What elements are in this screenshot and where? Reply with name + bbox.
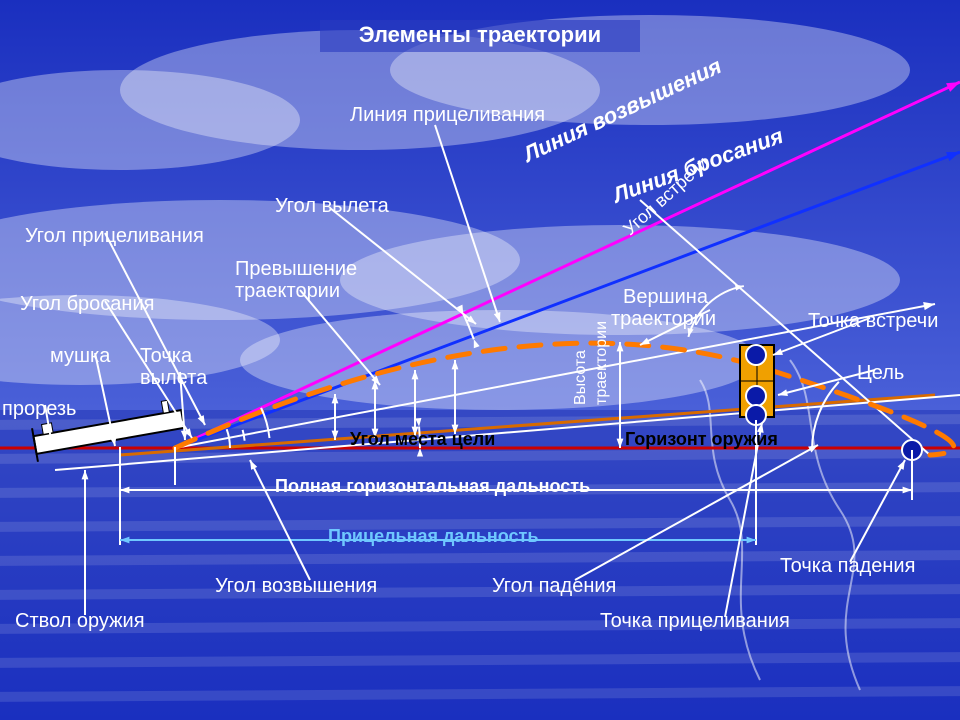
lbl-traj-top2: траектории bbox=[611, 308, 716, 330]
title: Элементы траектории bbox=[359, 22, 601, 47]
sea-streak bbox=[0, 589, 960, 595]
lbl-angle-throw: Угол бросания bbox=[20, 293, 154, 315]
lbl-traj-height2: траектории bbox=[593, 321, 611, 405]
lbl-target: Цель bbox=[857, 362, 904, 384]
lbl-traj-height: Высота bbox=[572, 350, 590, 405]
lbl-horizon: Горизонт оружия bbox=[625, 430, 778, 450]
lbl-angle-sight: Угол прицеливания bbox=[25, 225, 204, 247]
diagram-stage: Элементы траектории Линия прицеливанияЛи… bbox=[0, 0, 960, 720]
sea-streak bbox=[0, 657, 960, 663]
lbl-angle-elev: Угол возвышения bbox=[215, 575, 377, 597]
lbl-sight-line: Линия прицеливания bbox=[350, 104, 545, 126]
lbl-dep-point2: вылета bbox=[140, 367, 207, 389]
sea-streak bbox=[0, 691, 960, 697]
point-target_c bbox=[746, 386, 766, 406]
lbl-traj-excess: Превышение bbox=[235, 258, 357, 280]
lbl-full-range: Полная горизонтальная дальность bbox=[275, 477, 590, 497]
lbl-traj-excess2: траектории bbox=[235, 280, 340, 302]
lbl-front-sight: мушка bbox=[50, 345, 110, 367]
lbl-angle-depart: Угол вылета bbox=[275, 195, 389, 217]
point-meeting bbox=[746, 345, 766, 365]
lbl-fall-pt: Точка падения bbox=[780, 555, 915, 577]
lbl-aim-pt: Точка прицеливания bbox=[600, 610, 790, 632]
lbl-sight-range: Прицельная дальность bbox=[328, 527, 538, 547]
lbl-traj-top: Вершина bbox=[623, 286, 708, 308]
lbl-angle-fall: Угол падения bbox=[492, 575, 616, 597]
lbl-angle-targetpl: Угол места цели bbox=[350, 430, 495, 450]
lbl-dep-point: Точка bbox=[140, 345, 192, 367]
lbl-meeting-pt: Точка встречи bbox=[808, 310, 938, 332]
lbl-rear-sight: прорезь bbox=[2, 398, 76, 420]
lbl-barrel: Ствол оружия bbox=[15, 610, 145, 632]
